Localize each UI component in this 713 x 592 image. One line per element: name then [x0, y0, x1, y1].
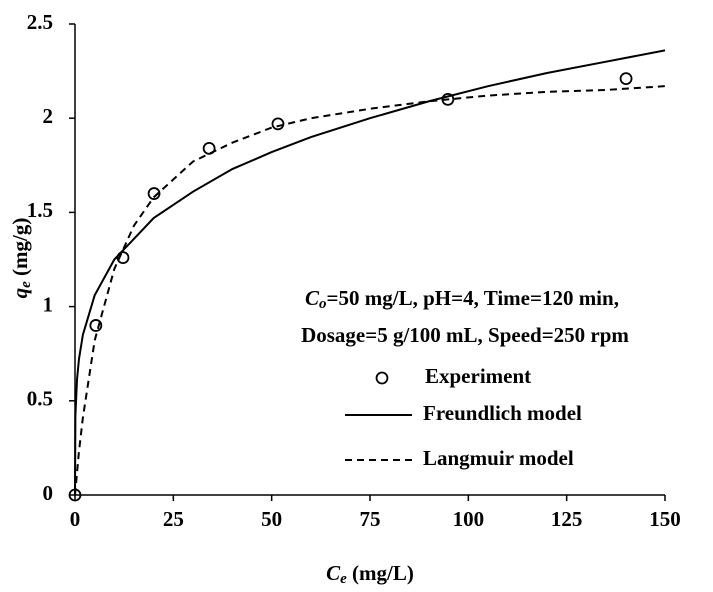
y-tick-label: 0.5 [27, 387, 53, 411]
y-tick-label: 1 [43, 292, 54, 316]
legend: Experiment Freundlich model Langmuir model [345, 364, 582, 470]
x-axis-unit: (mg/L) [347, 561, 414, 585]
y-axis-symbol: q [8, 288, 32, 299]
data-point [202, 141, 216, 155]
y-axis-subscript: e [18, 281, 34, 288]
axes: 0 25 50 75 100 125 150 0 0.5 1 1.5 2 2.5 [27, 10, 681, 531]
model-curve [74, 49, 666, 496]
x-tick-label: 125 [551, 507, 583, 531]
x-tick-label: 0 [70, 507, 81, 531]
data-point [271, 117, 285, 131]
annotation-text: =50 mg/L, pH=4, Time=120 min, [327, 286, 619, 310]
y-tick-label: 2 [43, 104, 54, 128]
annotation: Dosage=5 g/100 mL, Speed=250 rpm [301, 323, 629, 347]
annotation-subscript: o [319, 296, 327, 312]
x-tick-label: 75 [360, 507, 381, 531]
data-point [147, 187, 161, 200]
annotation-symbol: C [305, 286, 320, 310]
x-axis-symbol: C [326, 561, 341, 585]
data-point [619, 72, 633, 86]
x-tick-label: 50 [261, 507, 282, 531]
y-tick-label: 2.5 [27, 10, 53, 34]
x-tick-label: 150 [649, 507, 681, 531]
x-axis-title: Ce (mg/L) [326, 561, 414, 588]
legend-label: Langmuir model [423, 446, 574, 470]
legend-marker [375, 371, 389, 385]
legend-label: Experiment [425, 364, 531, 388]
y-axis-title: qe (mg/g) [8, 218, 35, 299]
data-point [89, 319, 103, 332]
model-curve [74, 85, 666, 496]
y-tick-label: 1.5 [27, 198, 53, 222]
plot-area [68, 49, 666, 502]
x-axis-subscript: e [340, 571, 347, 587]
y-tick-label: 0 [43, 481, 54, 505]
annotation: Co=50 mg/L, pH=4, Time=120 min, [305, 286, 619, 313]
legend-label: Freundlich model [423, 401, 582, 425]
x-tick-label: 25 [163, 507, 184, 531]
x-tick-label: 100 [453, 507, 485, 531]
y-axis-unit: (mg/g) [8, 218, 32, 282]
